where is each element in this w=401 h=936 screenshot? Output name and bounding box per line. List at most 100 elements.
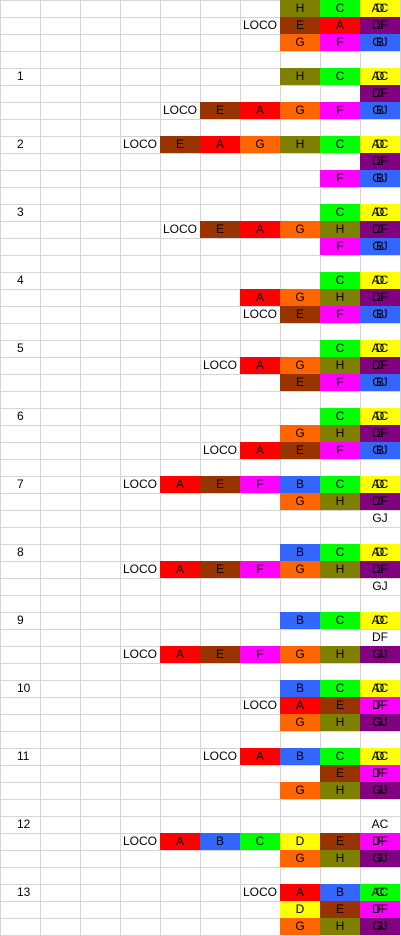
loco-label: LOCO [162, 103, 197, 117]
car-e: E [200, 561, 240, 578]
track-label: GJ [372, 375, 388, 389]
track-label: GJ [372, 103, 388, 117]
car-a: A [160, 646, 200, 663]
car-d: D [360, 408, 400, 425]
car-d: D [280, 901, 320, 918]
car-j: J [360, 221, 400, 238]
car-a: A [240, 289, 280, 306]
loco-label: LOCO [122, 137, 157, 151]
step-number: 3 [17, 205, 24, 219]
step-number: 1 [17, 69, 24, 83]
car-b: B [280, 544, 320, 561]
car-g: G [280, 221, 320, 238]
track-label: DF [372, 154, 388, 168]
car-a: A [160, 561, 200, 578]
car-d: D [360, 0, 400, 17]
car-e: E [320, 765, 360, 782]
track-label: AC [371, 545, 389, 559]
car-h: H [320, 918, 360, 935]
car-f: F [320, 442, 360, 459]
car-b: B [360, 442, 400, 459]
car-e: E [200, 102, 240, 119]
car-f: F [360, 901, 400, 918]
step-number: 13 [17, 885, 31, 899]
car-e: E [160, 136, 200, 153]
car-g: G [280, 102, 320, 119]
step-number: 4 [17, 273, 24, 287]
car-f: F [320, 34, 360, 51]
car-h: H [320, 714, 360, 731]
track-label: AC [371, 817, 389, 831]
car-e: E [280, 442, 320, 459]
car-g: G [280, 425, 320, 442]
car-f: F [240, 646, 280, 663]
car-b: B [360, 170, 400, 187]
car-g: G [280, 646, 320, 663]
car-e: E [280, 306, 320, 323]
loco-label: LOCO [162, 222, 197, 236]
car-g: G [280, 357, 320, 374]
track-label: AC [371, 613, 389, 627]
car-e: E [200, 646, 240, 663]
car-j: J [360, 425, 400, 442]
car-h: H [320, 850, 360, 867]
loco-label: LOCO [242, 307, 277, 321]
car-h: H [320, 561, 360, 578]
track-label: DF [372, 290, 388, 304]
track-label: GJ [372, 783, 388, 797]
car-h: H [320, 782, 360, 799]
car-c: C [320, 748, 360, 765]
car-b: B [360, 374, 400, 391]
car-b: B [280, 680, 320, 697]
car-f: F [320, 170, 360, 187]
track-label: AC [371, 409, 389, 423]
car-d: D [360, 680, 400, 697]
car-a: A [240, 442, 280, 459]
car-b: B [200, 833, 240, 850]
car-c: C [320, 204, 360, 221]
car-f: F [360, 833, 400, 850]
car-a: A [160, 833, 200, 850]
car-b: B [280, 748, 320, 765]
car-g: G [280, 850, 320, 867]
car-d: D [360, 748, 400, 765]
track-label: GJ [372, 647, 388, 661]
car-a: A [280, 884, 320, 901]
car-b: B [360, 306, 400, 323]
loco-label: LOCO [122, 834, 157, 848]
car-f: F [320, 102, 360, 119]
car-g: G [280, 493, 320, 510]
track-label: AC [371, 137, 389, 151]
car-h: H [280, 0, 320, 17]
track-label: DF [372, 630, 388, 644]
car-c: C [320, 0, 360, 17]
car-e: E [320, 901, 360, 918]
car-d: D [360, 340, 400, 357]
track-label: GJ [372, 171, 388, 185]
car-b: B [320, 884, 360, 901]
car-a: A [240, 102, 280, 119]
car-e: E [320, 833, 360, 850]
car-j: J [360, 850, 400, 867]
loco-label: LOCO [202, 749, 237, 763]
track-label: GJ [372, 851, 388, 865]
car-g: G [280, 561, 320, 578]
step-number: 10 [17, 681, 31, 695]
car-c: C [320, 136, 360, 153]
car-c: C [320, 68, 360, 85]
step-number: 9 [17, 613, 24, 627]
car-j: J [360, 714, 400, 731]
car-e: E [280, 374, 320, 391]
track-label: AC [371, 749, 389, 763]
car-c: C [320, 680, 360, 697]
car-c: C [320, 544, 360, 561]
car-j: J [360, 17, 400, 34]
car-b: B [280, 476, 320, 493]
step-number: 5 [17, 341, 24, 355]
track-label: AC [371, 273, 389, 287]
track-label: DF [372, 902, 388, 916]
track-label: AC [371, 477, 389, 491]
track-label: GJ [372, 35, 388, 49]
step-number: 12 [17, 817, 31, 831]
car-c: C [320, 476, 360, 493]
